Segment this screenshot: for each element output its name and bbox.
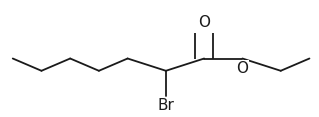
- Text: O: O: [236, 61, 249, 76]
- Text: Br: Br: [158, 98, 174, 113]
- Text: O: O: [198, 15, 210, 30]
